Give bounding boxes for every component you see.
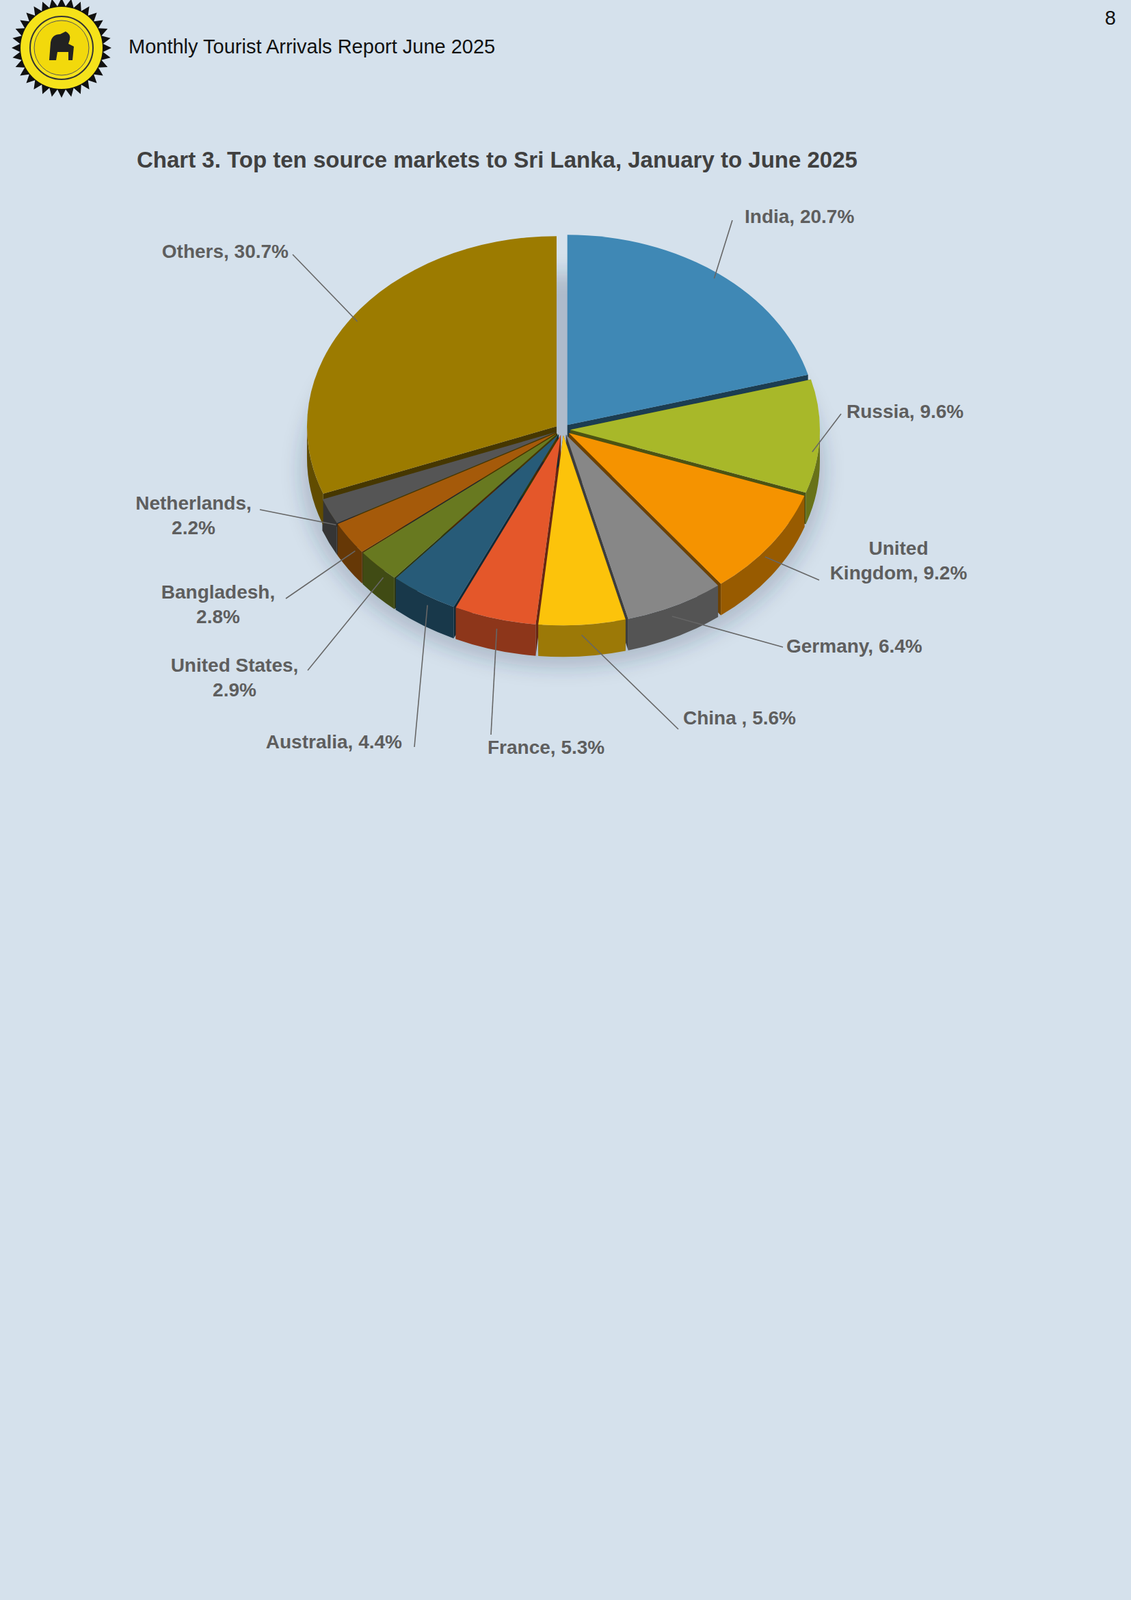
label-line: Bangladesh, [161,581,275,603]
label-value: 5.6% [752,707,796,729]
label-value: 4.4% [358,730,403,753]
data-label: China , 5.6% [683,707,796,729]
label-category: Germany [786,635,870,657]
label-value: 6.4% [878,635,923,657]
leader-line [414,605,428,747]
leader-line [672,616,783,647]
leader-line [713,220,733,279]
label-value: 2.8% [196,605,241,628]
leader-line [490,628,497,735]
label-value: 9.6% [919,400,964,422]
logo-ring [30,16,93,80]
leader-line [285,550,355,599]
leader-line [581,634,679,729]
header-title: Monthly Tourist Arrivals Report June 202… [128,35,496,58]
logo [11,0,112,98]
data-label: Others, 30.7% [162,240,289,262]
label-category: France [487,736,551,758]
data-label: United Kingdom, 9.2% [830,537,968,584]
logo-inner [34,20,89,76]
leader-lines [259,220,842,747]
data-label: Russia, 9.6% [846,400,964,422]
data-labels: India, 20.7% Russia, 9.6% United Kingdom, 9… [135,205,967,758]
chart-title: Chart 3. Top ten source markets to Sri L… [136,147,858,173]
label-category: Australia [265,730,349,753]
label-category: Netherlands [135,492,247,514]
label-line: Netherlands, [135,492,252,514]
leader-line [812,413,842,452]
page: Monthly Tourist Arrivals Report June 202… [0,0,1131,1600]
label-value: 30.7% [234,240,289,262]
page-number: 8 [1105,6,1116,29]
label-line: United States, [170,654,299,676]
label-value: 2.2% [171,516,216,539]
data-label: Australia, 4.4% [265,730,403,753]
leader-line [292,254,358,322]
label-category: India [744,205,790,228]
slice [307,235,557,494]
label-category: Russia [846,400,910,422]
data-label: France, 5.3% [487,736,605,758]
data-label: Germany, 6.4% [786,635,923,657]
label-value: 20.7% [800,205,855,228]
label-category: Others [162,240,224,262]
logo-rays [11,0,112,98]
label-value: 5.3% [560,736,605,758]
data-label: Netherlands,2.2% [135,492,252,539]
logo-lion [49,31,74,61]
label-category: United States [170,654,294,676]
label-category: United [868,537,928,559]
data-label: Bangladesh,2.8% [161,581,275,628]
data-label: United States, 2.9% [170,654,299,701]
label-category: Kingdom [830,562,913,584]
leader-line [259,509,336,525]
slices [307,234,820,625]
logo-disc [20,6,103,89]
label-value: 9.2% [923,562,968,584]
label-category: Bangladesh [161,581,271,603]
label-line: Kingdom, 9.2% [830,562,968,584]
data-label: India, 20.7% [744,205,855,228]
leader-line [765,556,820,580]
label-category: China [683,707,742,729]
label-value: 2.9% [212,679,257,701]
leader-line [307,577,383,671]
